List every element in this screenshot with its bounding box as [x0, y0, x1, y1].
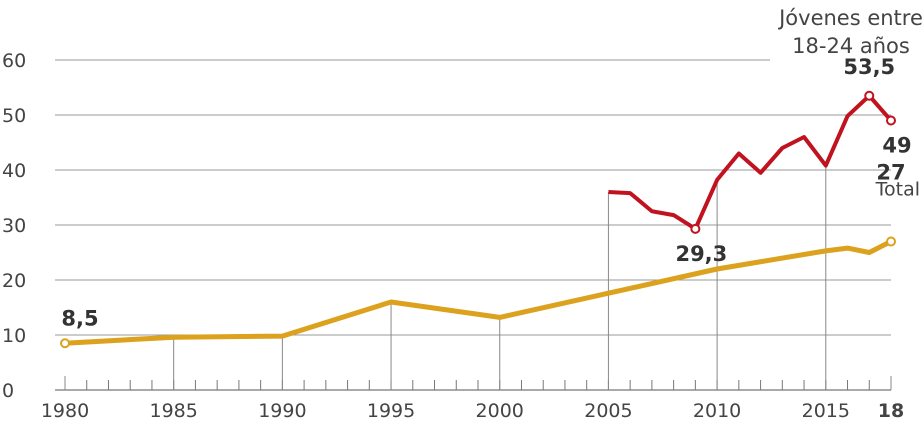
y-tick-label: 0 — [2, 380, 14, 402]
x-tick-label: 2010 — [693, 400, 741, 422]
data-label: 53,5 — [843, 55, 895, 79]
x-tick-label: 2015 — [802, 400, 850, 422]
marker — [886, 115, 896, 126]
marker — [60, 338, 70, 349]
data-label: 27 — [876, 161, 905, 185]
data-label: 8,5 — [61, 306, 98, 330]
x-tick-label: 18 — [878, 400, 904, 422]
data-label: 29,3 — [675, 242, 727, 266]
y-tick-label: 60 — [2, 50, 26, 72]
y-tick-label: 40 — [2, 160, 26, 182]
data-label: 49 — [882, 134, 911, 158]
x-tick-label: 1980 — [41, 400, 89, 422]
series-label: Jóvenes entre 18-24 años — [779, 6, 923, 58]
line — [608, 93, 893, 231]
y-tick-label: 10 — [2, 325, 26, 347]
y-tick-label: 50 — [2, 105, 26, 127]
y-tick-label: 20 — [2, 270, 26, 292]
x-tick-label: 1985 — [150, 400, 198, 422]
line — [64, 239, 893, 346]
series-label: Total — [875, 179, 920, 201]
x-tick-label: 2000 — [476, 400, 524, 422]
marker — [886, 236, 896, 247]
y-tick-label: 30 — [2, 215, 26, 237]
marker — [690, 223, 701, 234]
marker — [864, 90, 875, 101]
x-tick-label: 1990 — [258, 400, 306, 422]
x-tick-label: 2005 — [584, 400, 632, 422]
x-tick-label: 1995 — [367, 400, 415, 422]
